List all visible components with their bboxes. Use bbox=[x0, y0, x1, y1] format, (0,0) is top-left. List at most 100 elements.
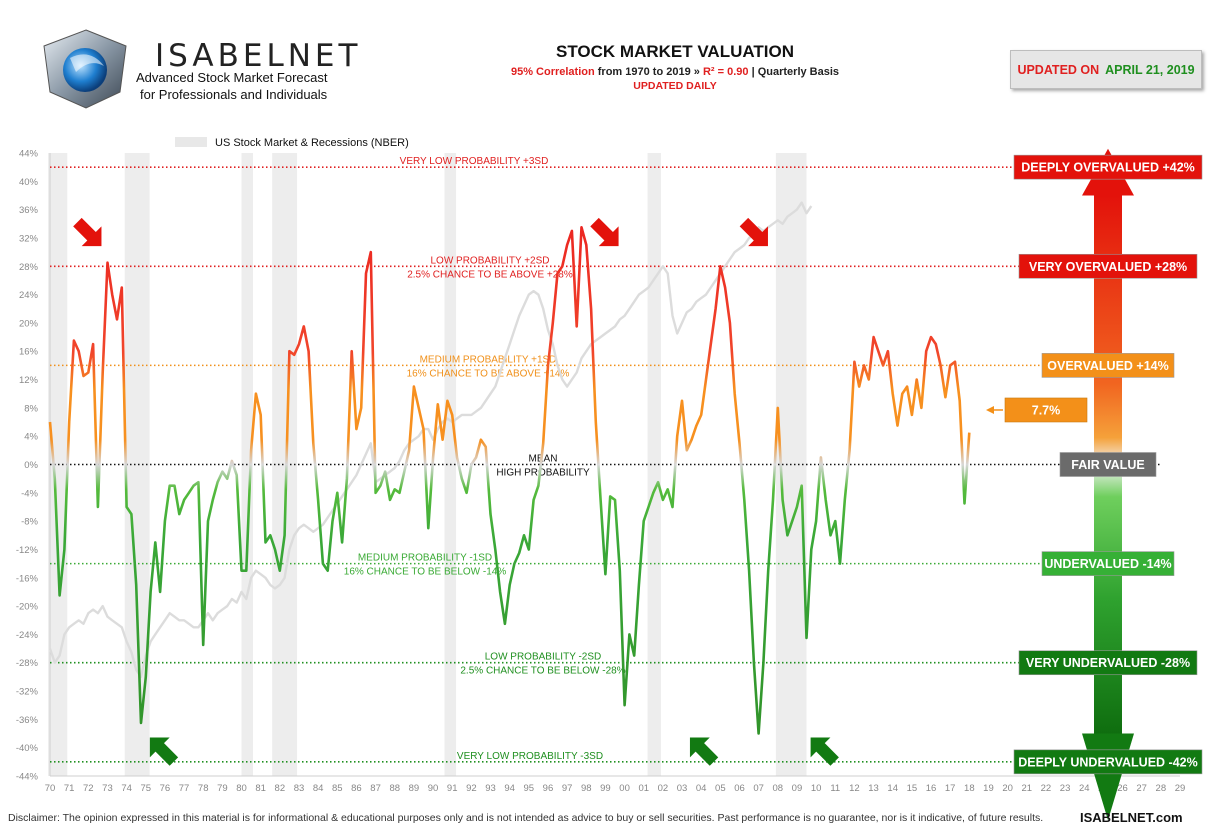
x-tick-label: 73 bbox=[102, 783, 113, 794]
x-tick-label: 82 bbox=[275, 783, 286, 794]
y-tick-label: -4% bbox=[21, 488, 38, 499]
x-tick-label: 87 bbox=[370, 783, 381, 794]
zone-label-text: VERY UNDERVALUED -28% bbox=[1026, 656, 1190, 670]
brand-tagline-2: for Professionals and Individuals bbox=[140, 87, 328, 102]
peak-arrow-icon bbox=[73, 217, 102, 247]
y-tick-label: 40% bbox=[19, 177, 39, 188]
probability-sublabel: 16% CHANCE TO BE ABOVE +14% bbox=[407, 368, 570, 379]
probability-label: MEDIUM PROBABILITY -1SD bbox=[358, 553, 492, 564]
updated-daily-label: UPDATED DAILY bbox=[633, 80, 717, 92]
y-tick-label: 20% bbox=[19, 318, 39, 329]
zone-label-box bbox=[1013, 749, 1203, 775]
probability-sublabel: 16% CHANCE TO BE BELOW -14% bbox=[344, 567, 507, 578]
probability-label: LOW PROBABILITY +2SD bbox=[430, 255, 549, 266]
x-tick-label: 99 bbox=[600, 783, 611, 794]
x-tick-label: 83 bbox=[294, 783, 305, 794]
brand-name: ISABELNET bbox=[155, 38, 362, 74]
x-tick-label: 06 bbox=[734, 783, 745, 794]
x-tick-label: 88 bbox=[389, 783, 400, 794]
disclaimer: Disclaimer: The opinion expressed in thi… bbox=[8, 812, 1044, 824]
x-tick-label: 78 bbox=[198, 783, 209, 794]
x-tick-label: 10 bbox=[811, 783, 822, 794]
zone-label-text: FAIR VALUE bbox=[1071, 458, 1144, 472]
brand-block: ISABELNET Advanced Stock Market Forecast… bbox=[40, 28, 357, 109]
down-arrowhead-icon bbox=[1082, 733, 1134, 821]
updated-on-box: UPDATED ON APRIL 21, 2019 bbox=[1010, 50, 1202, 89]
peak-arrow-icon bbox=[590, 217, 619, 247]
zone-label-box bbox=[1018, 650, 1198, 676]
zone-label-box bbox=[1013, 154, 1203, 180]
y-tick-label: -12% bbox=[16, 545, 39, 556]
isabelnet-logo-icon bbox=[43, 29, 127, 109]
probability-label: VERY LOW PROBABILITY -3SD bbox=[457, 751, 603, 762]
x-tick-label: 14 bbox=[887, 783, 898, 794]
y-tick-label: 32% bbox=[19, 233, 39, 244]
x-tick-label: 15 bbox=[907, 783, 918, 794]
trough-arrow-shape bbox=[810, 737, 839, 766]
probability-sublabel: 2.5% CHANCE TO BE ABOVE +28% bbox=[407, 269, 573, 280]
y-tick-label: 12% bbox=[19, 375, 39, 386]
probability-label: VERY LOW PROBABILITY +3SD bbox=[400, 156, 549, 167]
y-tick-label: 44% bbox=[19, 149, 39, 160]
x-tick-label: 17 bbox=[945, 783, 956, 794]
chart-subtitle: 95% Correlation from 1970 to 2019 » R² =… bbox=[430, 66, 920, 78]
x-tick-label: 70 bbox=[45, 783, 56, 794]
trough-arrow-icon bbox=[149, 737, 179, 766]
y-tick-label: 8% bbox=[24, 403, 38, 414]
valuation-line bbox=[48, 226, 971, 735]
x-tick-label: 72 bbox=[83, 783, 94, 794]
x-tick-label: 23 bbox=[1060, 783, 1071, 794]
zone-label-text: UNDERVALUED -14% bbox=[1044, 557, 1171, 571]
x-tick-label: 85 bbox=[332, 783, 343, 794]
x-tick-label: 29 bbox=[1175, 783, 1186, 794]
x-tick-label: 74 bbox=[121, 783, 132, 794]
updated-on-label: UPDATED ON bbox=[1017, 62, 1100, 77]
x-tick-label: 01 bbox=[638, 783, 649, 794]
zone-label-box bbox=[1041, 551, 1175, 576]
x-tick-label: 71 bbox=[64, 783, 75, 794]
x-tick-label: 96 bbox=[543, 783, 554, 794]
x-tick-label: 86 bbox=[351, 783, 362, 794]
probability-label: LOW PROBABILITY -2SD bbox=[485, 652, 602, 663]
subtitle-r2: R² = 0.90 bbox=[702, 66, 749, 78]
current-value-text: 7.7% bbox=[1032, 403, 1061, 417]
y-tick-label: -16% bbox=[16, 573, 39, 584]
x-tick-label: 76 bbox=[160, 783, 171, 794]
y-tick-label: -32% bbox=[16, 687, 39, 698]
zone-label-text: DEEPLY UNDERVALUED -42% bbox=[1018, 755, 1197, 769]
x-tick-label: 97 bbox=[562, 783, 573, 794]
peak-arrow-shape bbox=[590, 217, 619, 247]
x-tick-label: 13 bbox=[868, 783, 879, 794]
x-tick-label: 26 bbox=[1117, 783, 1128, 794]
x-tick-label: 07 bbox=[753, 783, 764, 794]
x-tick-label: 21 bbox=[1021, 783, 1032, 794]
probability-label: MEAN bbox=[529, 454, 558, 465]
x-tick-label: 95 bbox=[524, 783, 535, 794]
x-tick-label: 75 bbox=[140, 783, 151, 794]
recession-band bbox=[48, 153, 68, 776]
title-block: STOCK MARKET VALUATION 95% Correlation f… bbox=[430, 42, 920, 92]
peak-arrow-icon bbox=[739, 217, 768, 247]
x-tick-label: 24 bbox=[1079, 783, 1090, 794]
y-tick-label: 28% bbox=[19, 262, 39, 273]
x-tick-label: 19 bbox=[983, 783, 994, 794]
x-tick-label: 04 bbox=[696, 783, 707, 794]
zone-label-box bbox=[1018, 253, 1198, 279]
subtitle-period: from 1970 to 2019 » bbox=[597, 66, 700, 78]
x-tick-label: 27 bbox=[1136, 783, 1147, 794]
peak-arrow-shape bbox=[73, 217, 102, 247]
x-tick-label: 89 bbox=[409, 783, 420, 794]
y-tick-label: -8% bbox=[21, 517, 38, 528]
brand-tagline-1: Advanced Stock Market Forecast bbox=[136, 70, 328, 85]
x-tick-label: 18 bbox=[964, 783, 975, 794]
zone-label-text: OVERVALUED +14% bbox=[1047, 359, 1168, 373]
zone-label-box bbox=[1041, 353, 1175, 378]
x-tick-label: 09 bbox=[792, 783, 803, 794]
us-stock-market-line bbox=[48, 201, 813, 679]
current-pointer-icon bbox=[986, 405, 994, 414]
x-tick-label: 03 bbox=[677, 783, 688, 794]
current-value-box bbox=[1004, 397, 1088, 423]
x-tick-label: 16 bbox=[926, 783, 937, 794]
probability-sublabel: HIGH PROBABILITY bbox=[496, 468, 590, 479]
